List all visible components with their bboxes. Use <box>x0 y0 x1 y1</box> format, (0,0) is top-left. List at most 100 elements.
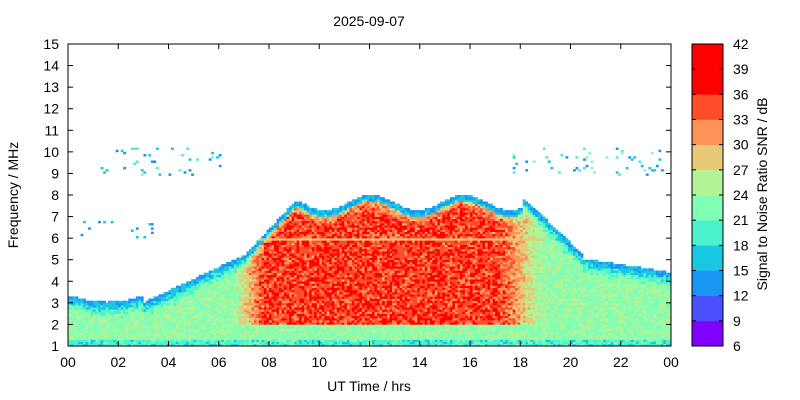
heatmap-cell <box>301 341 305 345</box>
heatmap-cell <box>296 294 300 297</box>
heatmap-cell <box>339 339 343 342</box>
heatmap-cell <box>361 251 365 254</box>
heatmap-cell <box>150 335 154 338</box>
heatmap-cell <box>223 305 227 308</box>
heatmap-cell <box>276 305 280 308</box>
heatmap-cell <box>321 268 325 271</box>
heatmap-cell <box>341 233 345 237</box>
heatmap-cell <box>354 296 358 299</box>
heatmap-cell <box>361 242 365 245</box>
heatmap-cell <box>226 339 230 342</box>
heatmap-cell <box>241 302 245 306</box>
heatmap-cell <box>243 261 247 265</box>
heatmap-cell <box>218 300 222 304</box>
heatmap-cell <box>216 272 220 276</box>
heatmap-cell <box>228 305 232 308</box>
heatmap-cell <box>150 305 154 308</box>
heatmap-cell <box>263 276 267 280</box>
heatmap-cell <box>349 276 353 280</box>
heatmap-cell <box>329 259 333 263</box>
heatmap-cell <box>289 227 292 230</box>
heatmap-cell <box>351 223 355 226</box>
heatmap-cell <box>296 292 300 295</box>
heatmap-cell <box>143 322 147 325</box>
heatmap-cell <box>331 272 335 276</box>
heatmap-cell <box>321 235 325 239</box>
heatmap-cell <box>191 300 194 304</box>
heatmap-cell <box>294 276 297 280</box>
heatmap-cell <box>339 212 343 215</box>
heatmap-cell <box>183 300 187 304</box>
heatmap-cell <box>211 311 215 314</box>
heatmap-cell <box>241 292 245 295</box>
heatmap-cell <box>359 240 363 243</box>
heatmap-cell <box>178 320 182 323</box>
heatmap-cell <box>90 305 94 308</box>
heatmap-cell <box>354 320 358 323</box>
heatmap-cell <box>334 324 338 327</box>
heatmap-cell <box>233 285 237 289</box>
heatmap-cell <box>128 300 132 304</box>
heatmap-cell <box>304 339 307 342</box>
heatmap-cell <box>359 326 363 330</box>
heatmap-cell <box>349 246 353 250</box>
heatmap-cell <box>281 229 285 232</box>
heatmap-cell <box>75 300 79 304</box>
heatmap-cell <box>256 309 260 312</box>
heatmap-cell <box>206 305 209 308</box>
heatmap-cell <box>359 292 363 295</box>
heatmap-cell <box>138 324 142 327</box>
heatmap-cell <box>364 197 368 200</box>
heatmap-cell <box>261 339 265 342</box>
heatmap-cell <box>246 322 250 325</box>
heatmap-cell <box>271 251 275 254</box>
heatmap-cell <box>85 337 89 340</box>
heatmap-cell <box>150 337 154 340</box>
heatmap-cell <box>253 333 257 336</box>
heatmap-cell <box>108 313 112 317</box>
heatmap-cell <box>366 248 370 252</box>
heatmap-cell <box>361 294 365 297</box>
heatmap-cell <box>271 285 275 289</box>
heatmap-cell <box>213 341 217 345</box>
heatmap-cell <box>336 259 340 263</box>
heatmap-cell <box>284 341 287 345</box>
heatmap-cell <box>120 320 124 323</box>
heatmap-cell <box>291 212 295 215</box>
heatmap-cell <box>201 281 204 284</box>
heatmap-cell <box>294 330 297 334</box>
heatmap-cell <box>271 339 275 342</box>
heatmap-cell <box>88 322 91 325</box>
heatmap-cell <box>341 225 345 228</box>
heatmap-cell <box>319 326 323 330</box>
heatmap-cell <box>233 326 237 330</box>
heatmap-cell <box>331 322 335 325</box>
heatmap-cell <box>336 328 340 332</box>
heatmap-cell <box>85 326 89 330</box>
heatmap-cell <box>211 296 215 299</box>
heatmap-cell <box>165 322 169 325</box>
heatmap-cell <box>301 272 305 276</box>
heatmap-cell <box>291 223 295 226</box>
heatmap-cell <box>148 320 152 323</box>
heatmap-cell <box>286 285 290 289</box>
heatmap-cell <box>286 330 290 334</box>
heatmap-cell <box>339 326 343 330</box>
heatmap-cell <box>299 328 302 332</box>
heatmap-cell <box>276 281 280 284</box>
heatmap-cell <box>331 248 335 252</box>
heatmap-cell <box>329 317 333 321</box>
heatmap-cell <box>349 270 353 273</box>
heatmap-cell <box>231 307 235 310</box>
heatmap-cell <box>133 300 137 304</box>
heatmap-cell <box>304 328 307 332</box>
heatmap-cell <box>271 309 275 312</box>
heatmap-cell <box>274 315 277 319</box>
heatmap-cell <box>206 343 209 347</box>
heatmap-cell <box>334 307 338 310</box>
heatmap-cell <box>316 307 320 310</box>
heatmap-cell <box>246 343 250 347</box>
heatmap-cell <box>150 343 154 347</box>
heatmap-cell <box>248 292 252 295</box>
heatmap-cell <box>346 201 350 204</box>
